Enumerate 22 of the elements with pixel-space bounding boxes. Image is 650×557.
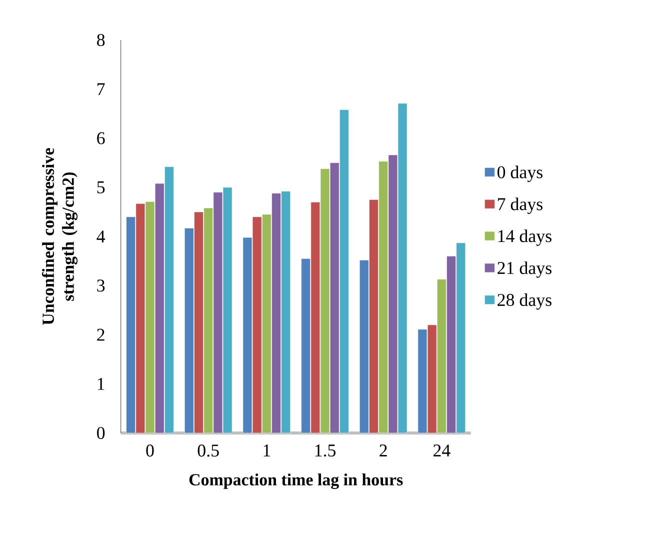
x-axis-title: Compaction time lag in hours	[189, 474, 403, 490]
y-tick-label: 1	[98, 378, 104, 390]
y-axis-title: Unconfined compressive strength (kg/cm2)	[42, 148, 78, 325]
x-tick-label: 0.5	[198, 444, 219, 457]
y-tick-label: 3	[97, 280, 105, 292]
y-tick-label: 6	[97, 132, 105, 144]
legend-label: 21 days	[498, 261, 552, 278]
x-tick-label: 1.5	[315, 444, 336, 457]
legend-label: 7 days	[498, 198, 542, 214]
legend-label: 0 days	[498, 166, 542, 182]
y-tick-label: 0	[97, 426, 105, 440]
x-tick-label: 24	[433, 444, 450, 456]
y-tick-label: 4	[96, 230, 106, 242]
legend-label: 28 days	[498, 293, 552, 310]
x-tick-label: 0	[146, 444, 154, 457]
y-tick-label: 8	[97, 34, 105, 46]
x-tick-label: 1	[264, 444, 270, 456]
legend-label: 14 days	[498, 230, 552, 246]
y-tick-label: 2	[97, 328, 104, 341]
x-tick-label: 2	[380, 444, 387, 456]
y-tick-label: 5	[97, 181, 105, 194]
y-tick-label: 7	[98, 83, 105, 95]
